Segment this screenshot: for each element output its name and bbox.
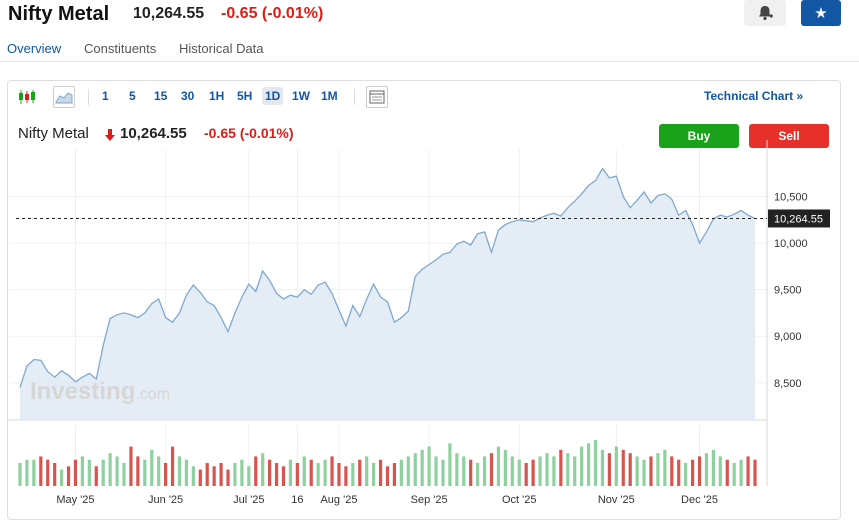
header-change-value: -0.65 bbox=[221, 5, 258, 22]
timeframe-5[interactable]: 5 bbox=[129, 89, 136, 103]
toolbar-divider bbox=[354, 89, 355, 105]
star-icon: ★ bbox=[814, 5, 828, 22]
alert-button[interactable] bbox=[744, 0, 786, 26]
technical-chart-link[interactable]: Technical Chart » bbox=[704, 89, 803, 103]
tab-historical-data[interactable]: Historical Data bbox=[179, 41, 264, 56]
watchlist-button[interactable]: ★ bbox=[801, 0, 841, 26]
technical-chart-label: Technical Chart bbox=[704, 89, 794, 103]
timeframe-1h[interactable]: 1H bbox=[209, 89, 225, 103]
chart-change: -0.65 (-0.01%) bbox=[204, 125, 294, 141]
header-change: -0.65 (-0.01%) bbox=[221, 5, 323, 23]
area-chart-icon[interactable] bbox=[53, 86, 75, 108]
chart-change-pct: (-0.01%) bbox=[239, 125, 294, 141]
chart-change-value: -0.65 bbox=[204, 125, 236, 141]
header-price: 10,264.55 bbox=[133, 5, 205, 22]
chart-instrument-name: Nifty Metal bbox=[18, 125, 89, 142]
header-change-pct: (-0.01%) bbox=[261, 5, 324, 22]
tab-bar: Overview Constituents Historical Data bbox=[0, 38, 859, 62]
sell-button[interactable]: Sell bbox=[749, 124, 829, 148]
chart-layout-icon[interactable] bbox=[366, 86, 388, 108]
timeframe-5h[interactable]: 5H bbox=[237, 89, 253, 103]
toolbar-divider bbox=[88, 89, 89, 105]
tab-constituents[interactable]: Constituents bbox=[84, 41, 157, 56]
timeframe-1d[interactable]: 1D bbox=[262, 87, 284, 105]
timeframe-30[interactable]: 30 bbox=[181, 89, 195, 103]
page-title: Nifty Metal bbox=[8, 3, 110, 25]
buy-button[interactable]: Buy bbox=[659, 124, 739, 148]
timeframe-1m[interactable]: 1M bbox=[321, 89, 338, 103]
page-header: Nifty Metal 10,264.55 -0.65 (-0.01%) ★ bbox=[0, 0, 859, 30]
down-arrow-icon bbox=[105, 129, 115, 141]
tab-overview[interactable]: Overview bbox=[7, 41, 62, 56]
bell-plus-icon bbox=[759, 6, 773, 21]
chart-price: 10,264.55 bbox=[120, 125, 187, 142]
chevron-right-icon: » bbox=[796, 89, 804, 103]
candlestick-icon[interactable] bbox=[16, 86, 38, 108]
timeframe-1[interactable]: 1 bbox=[102, 89, 109, 103]
chart-toolbar: 1 5 15 30 1H 5H 1D 1W 1M Technical Chart… bbox=[8, 81, 840, 113]
chart-panel: 1 5 15 30 1H 5H 1D 1W 1M Technical Chart… bbox=[7, 80, 841, 520]
timeframe-1w[interactable]: 1W bbox=[292, 89, 310, 103]
timeframe-15[interactable]: 15 bbox=[154, 89, 168, 103]
